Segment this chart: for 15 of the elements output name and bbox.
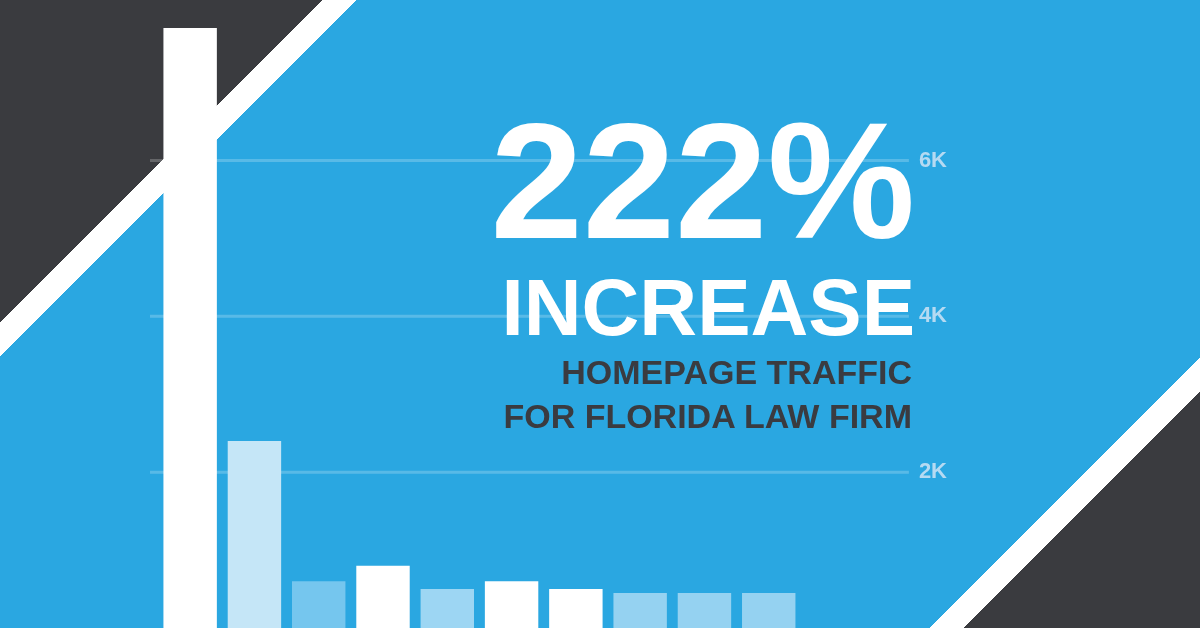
bar	[163, 28, 217, 628]
bar	[677, 592, 732, 628]
y-tick-label: 2K	[918, 458, 948, 484]
bar	[420, 589, 475, 628]
text: 222% INCREASE	[490, 88, 915, 352]
bar	[484, 581, 539, 628]
y-tick-label: 4K	[918, 302, 948, 328]
bar	[227, 440, 282, 628]
bar	[292, 581, 346, 628]
text: HOMEPAGE TRAFFIC FOR FLORIDA LAW FIRM	[503, 353, 912, 436]
bar	[549, 589, 603, 628]
bar	[613, 592, 667, 628]
bar	[742, 592, 796, 628]
y-tick-label: 6K	[918, 146, 948, 172]
bar	[356, 565, 410, 628]
